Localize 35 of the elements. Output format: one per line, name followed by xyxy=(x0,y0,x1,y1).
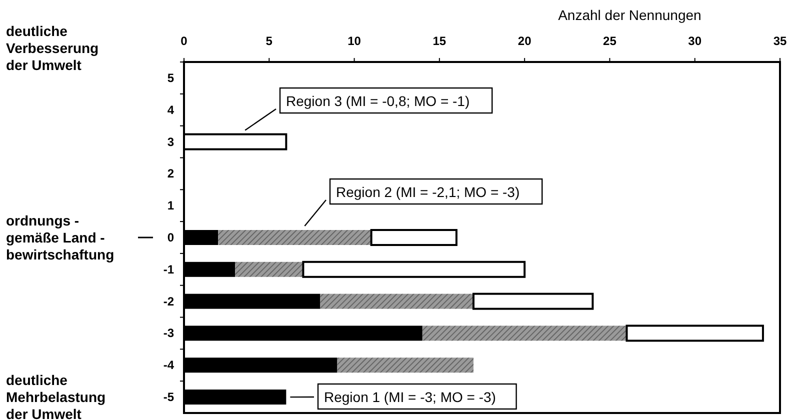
bar xyxy=(337,358,474,373)
legend-label: Region 1 (MI = -3; MO = -3) xyxy=(324,389,496,405)
y-tick-label: 4 xyxy=(167,102,174,117)
x-tick-label: 20 xyxy=(518,34,532,48)
x-tick-label: 15 xyxy=(432,34,446,48)
bar xyxy=(472,292,594,310)
bar xyxy=(302,260,526,278)
x-tick-label: 25 xyxy=(603,34,617,48)
text: deutliche Verbesserung der Umwelt xyxy=(6,22,99,73)
bar xyxy=(422,326,627,341)
bar xyxy=(235,262,304,277)
y-tick-label: 1 xyxy=(167,198,174,213)
y-tick-label: 2 xyxy=(167,166,174,181)
bar xyxy=(320,294,474,309)
x-tick-label: 10 xyxy=(348,34,362,48)
bar xyxy=(626,324,764,342)
y-tick-label: 5 xyxy=(167,70,174,85)
y-tick-label: -1 xyxy=(163,262,174,276)
x-axis-title: Anzahl der Nennungen xyxy=(558,7,702,23)
series-label: Region 3 (MI = -0,8; MO = -1) xyxy=(286,93,470,109)
text: deutliche Mehrbelastung der Umwelt xyxy=(6,372,106,420)
text: Region 2 (MI = -2,1; MO = -3) xyxy=(336,184,520,200)
bar xyxy=(218,230,372,245)
y-tick-label: -2 xyxy=(163,294,174,308)
y-tick-label: -4 xyxy=(163,358,174,372)
y-tick-label: 3 xyxy=(167,134,174,149)
text: ordnungs - gemäße Land - bewirtschaftung xyxy=(6,212,114,262)
y-tick-label: 0 xyxy=(167,230,174,244)
y-tick-label: -5 xyxy=(163,390,174,404)
x-tick-label: 0 xyxy=(180,34,188,48)
bar xyxy=(370,229,458,246)
y-tick-label: -3 xyxy=(163,326,174,340)
x-tick-label: 5 xyxy=(266,34,273,48)
x-tick-label: 35 xyxy=(773,34,787,48)
x-tick-label: 30 xyxy=(688,34,702,48)
